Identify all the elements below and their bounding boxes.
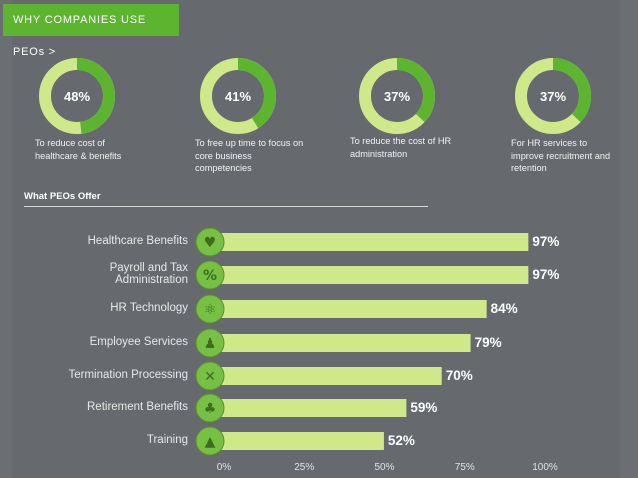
bar-1 bbox=[217, 233, 529, 251]
stat-caption-3: To reduce the cost of HR administration bbox=[350, 136, 452, 159]
category-label: HR Technology bbox=[110, 301, 188, 314]
donut-arc bbox=[200, 58, 276, 134]
x-icon: ✕ bbox=[195, 361, 225, 391]
donut-2: 41% bbox=[200, 58, 276, 134]
category-label: Termination Processing bbox=[68, 368, 188, 381]
stat-caption-2: To free up time to focus on core busines… bbox=[195, 138, 304, 173]
svg-text:▲: ▲ bbox=[205, 434, 216, 450]
value-label: 59% bbox=[410, 400, 438, 415]
bar-3 bbox=[217, 300, 487, 318]
donut-1: 48% bbox=[39, 58, 115, 134]
graduation-cap-icon: ▲ bbox=[195, 426, 225, 456]
percent-icon: % bbox=[195, 260, 225, 290]
value-label: 79% bbox=[474, 335, 502, 350]
chart-title: What PEOs Offer bbox=[24, 191, 101, 202]
category-label: Payroll and Tax Administration bbox=[109, 261, 188, 287]
value-label: 84% bbox=[490, 301, 518, 316]
svg-text:⚛: ⚛ bbox=[204, 302, 217, 318]
category-label: Training bbox=[146, 433, 188, 446]
value-label: 97% bbox=[532, 267, 560, 282]
category-label: Retirement Benefits bbox=[87, 400, 188, 413]
x-tick-label: 0% bbox=[216, 462, 232, 473]
palm-tree-icon: ♣ bbox=[195, 393, 225, 423]
heart-icon: ♥ bbox=[195, 227, 225, 257]
donut-4: 37% bbox=[515, 58, 591, 134]
svg-text:%: % bbox=[203, 268, 217, 284]
value-label: 97% bbox=[532, 234, 560, 249]
svg-text:♣: ♣ bbox=[204, 401, 217, 417]
x-tick-label: 50% bbox=[374, 462, 395, 473]
x-tick-label: 25% bbox=[294, 462, 315, 473]
banner-why-companies[interactable]: WHY COMPANIES USE PEOs > bbox=[3, 4, 179, 58]
bar-2 bbox=[217, 266, 529, 284]
category-label: Employee Services bbox=[89, 335, 188, 348]
bar-4 bbox=[217, 334, 471, 352]
svg-text:✕: ✕ bbox=[204, 369, 216, 385]
stat-caption-4: For HR services to improve recruitment a… bbox=[511, 138, 611, 173]
donut-arc bbox=[359, 58, 435, 134]
category-label: Healthcare Benefits bbox=[87, 234, 188, 247]
svg-text:♟: ♟ bbox=[204, 336, 217, 352]
value-label: 70% bbox=[445, 368, 473, 383]
donut-arc bbox=[515, 58, 591, 134]
donut-3: 37% bbox=[359, 58, 435, 134]
stat-caption-1: To reduce cost of healthcare & benefits bbox=[35, 138, 122, 161]
donut-value-label: 41% bbox=[225, 89, 251, 104]
bar-7 bbox=[217, 432, 384, 450]
atom-icon: ⚛ bbox=[195, 294, 225, 324]
person-icon: ♟ bbox=[195, 328, 225, 358]
donut-arc bbox=[39, 58, 115, 134]
section-divider bbox=[24, 206, 428, 207]
value-label: 52% bbox=[387, 433, 415, 448]
x-tick-label: 100% bbox=[532, 462, 558, 473]
donut-value-label: 48% bbox=[64, 89, 90, 104]
donut-value-label: 37% bbox=[384, 89, 410, 104]
donut-value-label: 37% bbox=[540, 89, 566, 104]
bar-6 bbox=[217, 399, 407, 417]
x-tick-label: 75% bbox=[454, 462, 475, 473]
svg-text:♥: ♥ bbox=[204, 235, 217, 251]
bar-5 bbox=[217, 367, 442, 385]
